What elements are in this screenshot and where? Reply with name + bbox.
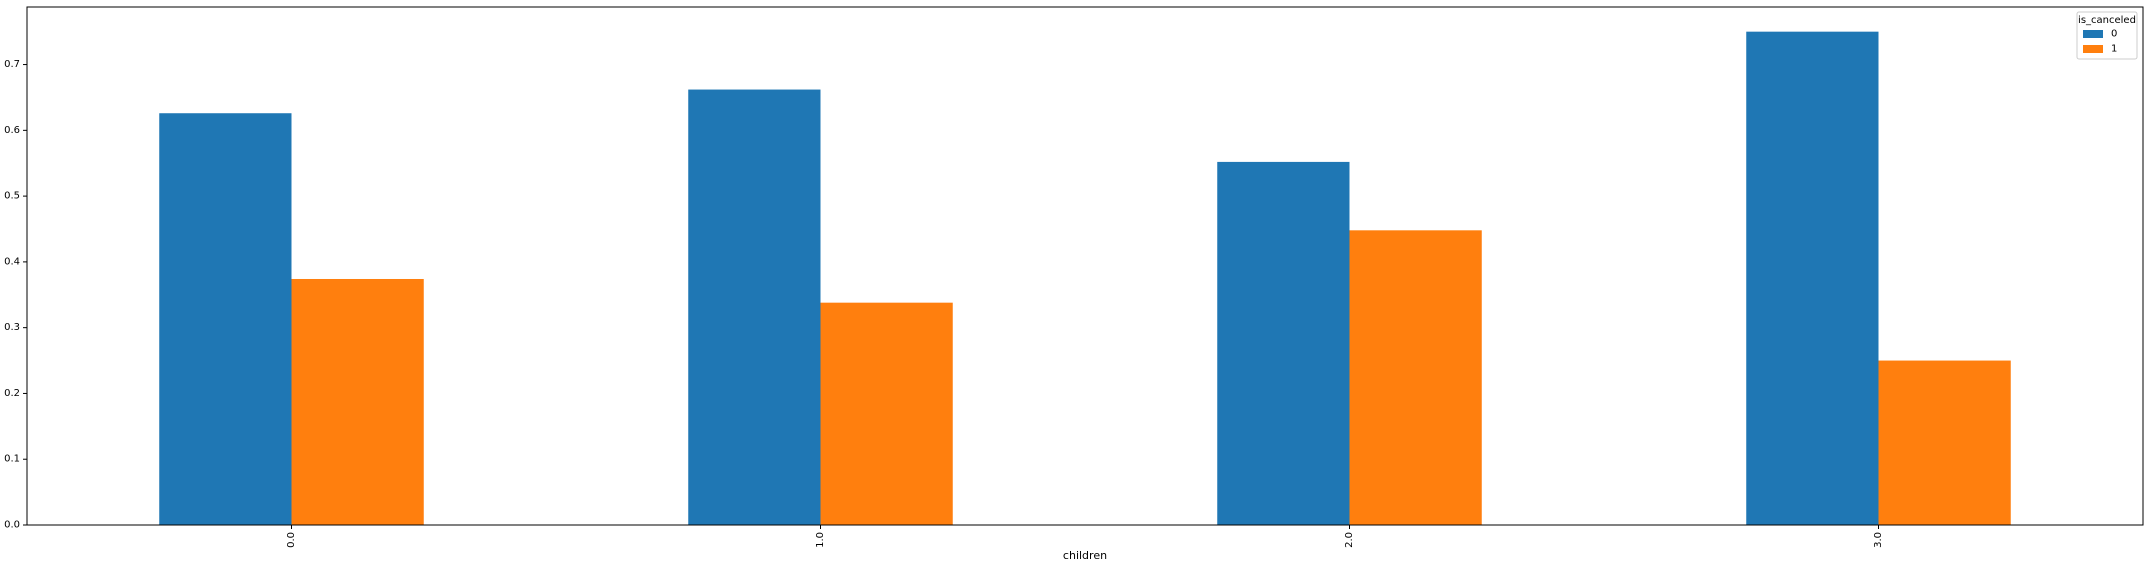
bar-1.0-series-0 — [688, 89, 821, 525]
y-tick-label: 0.4 — [4, 256, 20, 267]
y-tick-label: 0.3 — [4, 322, 20, 333]
y-tick-label: 0.2 — [4, 388, 20, 399]
plot-frame — [26, 6, 2144, 526]
bar-3.0-series-1 — [1878, 360, 2011, 525]
bars-layer — [159, 31, 2011, 526]
legend-label-0: 0 — [2111, 29, 2117, 40]
bar-0.0-series-1 — [291, 278, 424, 525]
legend: is_canceled 0 1 — [2076, 11, 2138, 60]
y-tick-label: 0.0 — [4, 520, 20, 531]
x-tick-label: 2.0 — [1344, 532, 1355, 548]
y-tick-label: 0.5 — [4, 191, 20, 202]
bar-0.0-series-0 — [159, 113, 292, 525]
bar-3.0-series-0 — [1746, 31, 1879, 526]
y-tick-label: 0.1 — [4, 454, 20, 465]
y-tick-label: 0.7 — [4, 59, 20, 70]
legend-title: is_canceled — [2078, 15, 2136, 26]
y-axis: 0.0 0.1 0.2 0.3 0.4 0.5 0.6 0.7 — [4, 59, 27, 531]
legend-label-1: 1 — [2111, 44, 2117, 55]
x-tick-label: 1.0 — [815, 532, 826, 548]
bar-2.0-series-1 — [1349, 230, 1482, 525]
legend-swatch-1 — [2083, 45, 2103, 53]
x-tick-label: 3.0 — [1873, 532, 1884, 548]
x-axis-label: children — [1063, 549, 1107, 562]
x-axis: 0.0 1.0 2.0 3.0 — [286, 525, 1884, 548]
x-tick-label: 0.0 — [286, 532, 297, 548]
legend-swatch-0 — [2083, 30, 2103, 38]
y-tick-label: 0.6 — [4, 125, 20, 136]
bar-1.0-series-1 — [820, 302, 953, 525]
bar-2.0-series-0 — [1217, 161, 1350, 525]
